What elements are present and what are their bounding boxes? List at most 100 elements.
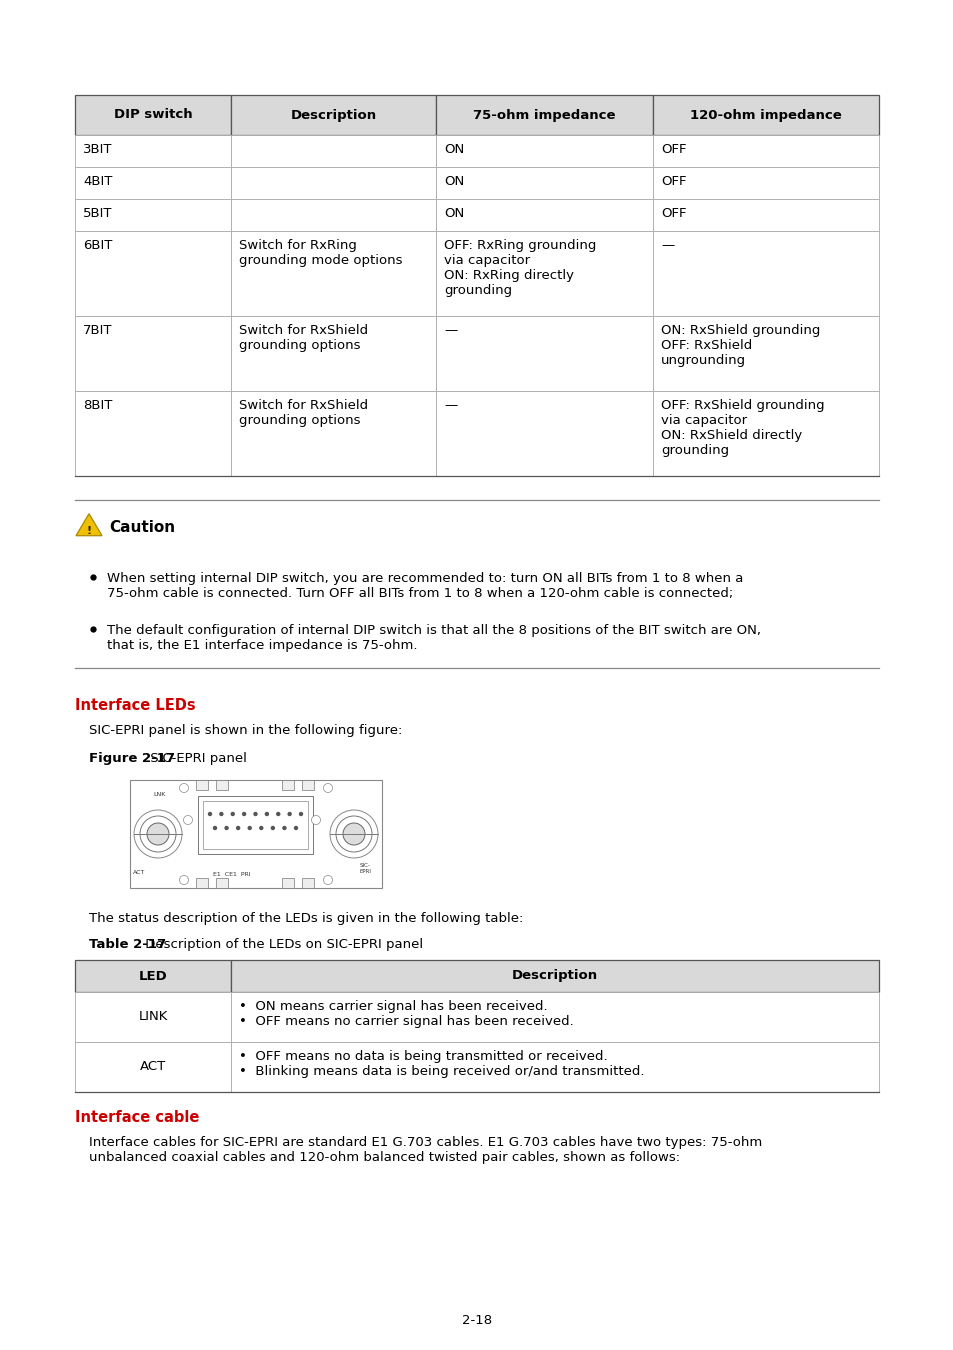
Circle shape — [224, 826, 229, 830]
Circle shape — [287, 811, 292, 817]
Text: The status description of the LEDs is given in the following table:: The status description of the LEDs is gi… — [89, 913, 523, 925]
Text: 8BIT: 8BIT — [83, 400, 112, 412]
Bar — [231, 316, 436, 392]
Bar — [652, 167, 878, 198]
Circle shape — [133, 810, 182, 859]
Bar — [130, 780, 381, 888]
Text: ON: ON — [443, 207, 464, 220]
Circle shape — [231, 811, 234, 817]
Text: DIP switch: DIP switch — [113, 108, 193, 122]
Text: The default configuration of internal DIP switch is that all the 8 positions of : The default configuration of internal DI… — [107, 624, 760, 652]
Circle shape — [179, 783, 189, 792]
Circle shape — [323, 783, 333, 792]
Text: —: — — [443, 324, 456, 338]
Bar — [436, 198, 652, 231]
Bar — [652, 198, 878, 231]
Bar — [215, 878, 228, 888]
Text: 5BIT: 5BIT — [83, 207, 112, 220]
Circle shape — [282, 826, 286, 830]
Bar — [282, 780, 294, 790]
Bar — [436, 316, 652, 392]
Text: SIC-
EPRI: SIC- EPRI — [359, 863, 372, 873]
Text: 2-18: 2-18 — [461, 1314, 492, 1327]
Text: OFF: OFF — [660, 143, 686, 157]
Circle shape — [213, 826, 217, 830]
Text: ON: ON — [443, 143, 464, 157]
Circle shape — [343, 824, 365, 845]
Circle shape — [235, 826, 240, 830]
Text: Switch for RxRing
grounding mode options: Switch for RxRing grounding mode options — [239, 239, 402, 267]
Bar — [652, 135, 878, 167]
Text: Description: Description — [290, 108, 376, 122]
Bar — [75, 135, 231, 167]
Bar — [75, 960, 231, 992]
Text: LNK: LNK — [152, 792, 165, 796]
Bar — [231, 992, 878, 1042]
Text: LED: LED — [138, 969, 167, 983]
Text: LINK: LINK — [138, 1011, 168, 1023]
Circle shape — [140, 815, 175, 852]
Text: •  ON means carrier signal has been received.
•  OFF means no carrier signal has: • ON means carrier signal has been recei… — [239, 1000, 573, 1027]
Text: —: — — [443, 400, 456, 412]
Text: 3BIT: 3BIT — [83, 143, 112, 157]
Circle shape — [294, 826, 298, 830]
Text: Interface cables for SIC-EPRI are standard E1 G.703 cables. E1 G.703 cables have: Interface cables for SIC-EPRI are standa… — [89, 1135, 761, 1164]
Text: Description of the LEDs on SIC-EPRI panel: Description of the LEDs on SIC-EPRI pane… — [141, 938, 423, 950]
Text: 120-ohm impedance: 120-ohm impedance — [689, 108, 841, 122]
Text: 7BIT: 7BIT — [83, 324, 112, 338]
Text: Interface cable: Interface cable — [75, 1110, 199, 1125]
Bar — [231, 231, 436, 316]
Bar — [231, 1042, 878, 1092]
Circle shape — [208, 811, 212, 817]
Bar — [652, 95, 878, 135]
Bar — [231, 960, 878, 992]
Text: Caution: Caution — [109, 520, 175, 535]
Text: SIC-EPRI panel: SIC-EPRI panel — [146, 752, 247, 765]
Bar — [195, 780, 208, 790]
Bar — [436, 95, 652, 135]
Text: ON: RxShield grounding
OFF: RxShield
ungrounding: ON: RxShield grounding OFF: RxShield ung… — [660, 324, 820, 367]
Text: 75-ohm impedance: 75-ohm impedance — [473, 108, 615, 122]
Bar — [302, 878, 314, 888]
Text: 6BIT: 6BIT — [83, 239, 112, 252]
Bar — [652, 231, 878, 316]
Text: Switch for RxShield
grounding options: Switch for RxShield grounding options — [239, 400, 368, 427]
Text: Interface LEDs: Interface LEDs — [75, 698, 195, 713]
Circle shape — [183, 815, 193, 825]
Text: Switch for RxShield
grounding options: Switch for RxShield grounding options — [239, 324, 368, 352]
Bar — [282, 878, 294, 888]
Bar — [75, 198, 231, 231]
Text: Table 2-17: Table 2-17 — [89, 938, 166, 950]
Text: ON: ON — [443, 176, 464, 188]
Bar — [231, 198, 436, 231]
Text: OFF: RxRing grounding
via capacitor
ON: RxRing directly
grounding: OFF: RxRing grounding via capacitor ON: … — [443, 239, 596, 297]
Circle shape — [247, 826, 252, 830]
Bar — [652, 316, 878, 392]
Circle shape — [179, 876, 189, 884]
Bar — [75, 231, 231, 316]
Text: E1  CE1  PRI: E1 CE1 PRI — [213, 872, 251, 878]
Bar — [231, 135, 436, 167]
Polygon shape — [76, 514, 102, 536]
Bar — [436, 135, 652, 167]
Circle shape — [312, 815, 320, 825]
Circle shape — [259, 826, 263, 830]
Text: SIC-EPRI panel is shown in the following figure:: SIC-EPRI panel is shown in the following… — [89, 724, 402, 737]
Bar — [75, 392, 231, 477]
Text: 4BIT: 4BIT — [83, 176, 112, 188]
Bar — [436, 392, 652, 477]
Text: •  OFF means no data is being transmitted or received.
•  Blinking means data is: • OFF means no data is being transmitted… — [239, 1050, 644, 1079]
Circle shape — [264, 811, 269, 817]
Circle shape — [330, 810, 377, 859]
Bar — [75, 1042, 231, 1092]
Text: ACT: ACT — [132, 869, 145, 875]
Bar — [198, 796, 313, 855]
Bar — [231, 167, 436, 198]
Bar — [195, 878, 208, 888]
Bar — [203, 801, 308, 849]
Circle shape — [147, 824, 169, 845]
Circle shape — [323, 876, 333, 884]
Bar — [75, 316, 231, 392]
Circle shape — [271, 826, 274, 830]
Circle shape — [275, 811, 280, 817]
